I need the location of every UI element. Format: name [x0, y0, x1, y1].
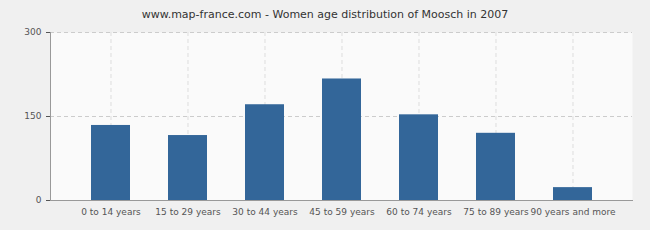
svg-text:90 years and more: 90 years and more [530, 207, 616, 217]
svg-text:30 to 44 years: 30 to 44 years [232, 207, 298, 217]
svg-text:150: 150 [24, 111, 41, 121]
svg-text:75 to 89 years: 75 to 89 years [463, 207, 529, 217]
svg-text:300: 300 [24, 27, 41, 37]
svg-text:45 to 59 years: 45 to 59 years [309, 207, 375, 217]
html-text:www.map-france.com - Women age: www.map-france.com - Women age distribut… [141, 8, 509, 21]
svg-text:0 to 14 years: 0 to 14 years [81, 207, 141, 217]
svg-text:15 to 29 years: 15 to 29 years [155, 207, 221, 217]
svg-text:0: 0 [36, 195, 42, 205]
svg-text:60 to 74 years: 60 to 74 years [386, 207, 452, 217]
